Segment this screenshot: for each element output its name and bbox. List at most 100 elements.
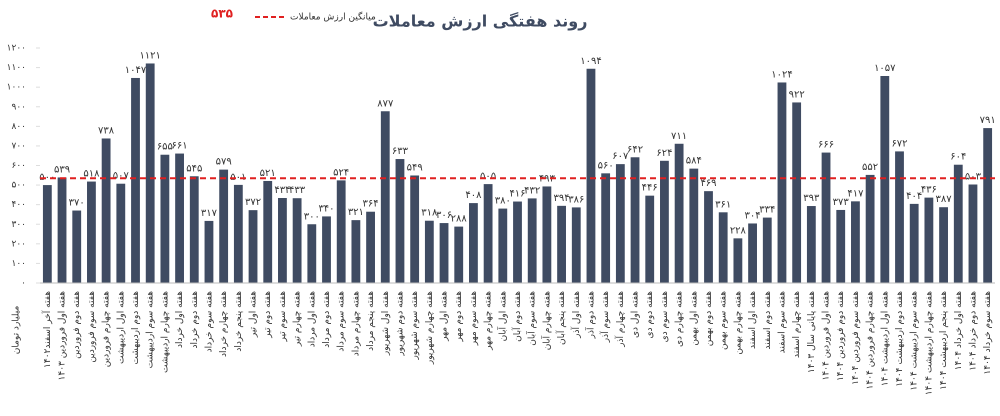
y-tick-label: ۱۲۰۰ (7, 44, 26, 54)
bar (204, 220, 214, 283)
x-tick-label: هفته سوم مهر (469, 291, 479, 347)
bar (601, 173, 611, 283)
x-tick-label: هفته دوم بهمن (704, 291, 714, 346)
y-tick-label: ۷۰۰ (11, 141, 26, 151)
x-tick-label: هفته اول تیر (249, 291, 259, 338)
bar (851, 201, 860, 283)
x-tick-label: هفته اول اسفند (748, 291, 758, 349)
value-label: ۴۰۴ (906, 191, 922, 202)
value-label: ۵۳۹ (54, 164, 70, 175)
x-tick-label: هفته چهارم آذر (614, 291, 626, 348)
x-tick-label: هفته سوم آبان (526, 291, 538, 346)
bar (454, 226, 464, 283)
bar (160, 154, 170, 283)
value-label: ۵۱۸ (83, 169, 100, 180)
x-tick-label: هفته سوم اسفند (777, 291, 787, 354)
value-label: ۶۴۲ (627, 144, 643, 155)
bar (307, 224, 317, 283)
bar (527, 198, 537, 283)
bar (615, 164, 625, 283)
x-tick-label: هفته دوم فروردین (72, 291, 82, 359)
bar (762, 217, 772, 283)
value-label: ۴۶۹ (700, 178, 716, 189)
x-tick-label: هفته اول بهمن (689, 291, 699, 346)
x-tick-label: هفته سوم خرداد (204, 291, 214, 353)
value-label: ۱۰۴۷ (125, 65, 147, 76)
bar (748, 223, 757, 283)
y-tick-label: ۳۰۰ (11, 220, 26, 230)
x-tick-label: هفته دوم اردیبهشت ۱۴۰۴ (895, 291, 905, 387)
value-label: ۳۷۰ (69, 198, 85, 209)
x-tick-label: هفته سوم آذر (599, 291, 611, 343)
value-label: ۵۰۱ (230, 172, 246, 183)
y-axis-label: میلیارد تومان (12, 306, 22, 355)
bar (660, 160, 669, 283)
bar (733, 238, 743, 283)
x-tick-label: هفته سوم بهمن (719, 291, 729, 350)
bar (924, 197, 934, 283)
chart-title: روند هفتگی ارزش معاملات (373, 12, 588, 31)
value-label: ۲۸۸ (451, 214, 468, 225)
value-label: ۳۸۶ (568, 194, 584, 205)
value-label: ۳۱۸ (421, 208, 438, 219)
value-label: ۴۳۳ (289, 185, 306, 196)
bar (586, 68, 596, 283)
x-tick-label: هفته اول شهریور (381, 291, 391, 356)
bar (513, 201, 522, 283)
value-label: ۳۰۰ (304, 211, 320, 222)
value-label: ۴۱۶ (509, 189, 525, 200)
bar (865, 174, 875, 283)
bar (630, 157, 640, 283)
x-tick-label: هفته اول مهر (440, 291, 450, 342)
bar (278, 198, 287, 283)
bar (909, 203, 919, 283)
bar (895, 151, 904, 283)
value-label: ۵۶۰ (598, 160, 614, 171)
x-tick-label: هفته دوم آذر (584, 291, 596, 340)
bar (410, 175, 420, 283)
value-label: ۲۲۸ (730, 225, 747, 236)
x-tick-label: هفته دوم مرداد (322, 291, 332, 348)
x-tick-label: هفته سوم فروردین ۱۴۰۴ (851, 291, 861, 385)
bar (557, 205, 566, 283)
bar (42, 185, 52, 283)
bar (792, 102, 802, 283)
value-label: ۶۲۴ (656, 148, 672, 159)
y-tick-label: ۶۰۰ (11, 161, 26, 171)
y-tick-label: ۹۰۰ (11, 102, 26, 112)
bar (689, 168, 699, 283)
value-label: ۸۷۷ (377, 98, 394, 109)
bar (953, 164, 963, 283)
bar (571, 207, 581, 283)
bar (674, 143, 684, 283)
bar (777, 82, 787, 283)
y-tick-label: ۲۰۰ (11, 239, 26, 249)
x-tick-label: هفته چهارم آبان (540, 291, 552, 351)
value-label: ۱۰۹۴ (580, 56, 601, 67)
x-tick-label: هفته پنجم اردیبهشت ۱۴۰۴ (939, 291, 949, 390)
x-tick-label: هفته دوم اردیبهشت (131, 291, 141, 365)
value-label: ۶۵۵ (157, 142, 173, 153)
bar (189, 176, 199, 283)
x-tick-label: هفته دوم فروردین ۱۴۰۴ (836, 291, 846, 381)
value-label: ۴۳۲ (524, 185, 540, 196)
value-label: ۶۰۴ (950, 152, 966, 163)
bar (704, 191, 713, 283)
bar (292, 198, 302, 283)
bar (483, 184, 493, 283)
bar (101, 138, 111, 283)
bar (939, 207, 948, 283)
x-tick-label: هفته چهارم تیر (293, 291, 303, 347)
value-label: ۱۱۲۱ (139, 50, 160, 61)
value-label: ۴۹۳ (539, 173, 556, 184)
value-label: ۹۲۲ (789, 89, 805, 100)
bar (116, 183, 126, 283)
x-tick-label: هفته دوم خرداد (190, 291, 200, 349)
value-label: ۵۷۹ (216, 157, 232, 168)
bar (395, 159, 405, 283)
value-label: ۳۷۲ (245, 197, 261, 208)
bar (263, 180, 273, 283)
x-tick-label: هفته سوم شهریور (410, 291, 420, 361)
bar (366, 211, 375, 283)
x-tick-label: هفته چهارم اردیبهشت (160, 291, 170, 373)
